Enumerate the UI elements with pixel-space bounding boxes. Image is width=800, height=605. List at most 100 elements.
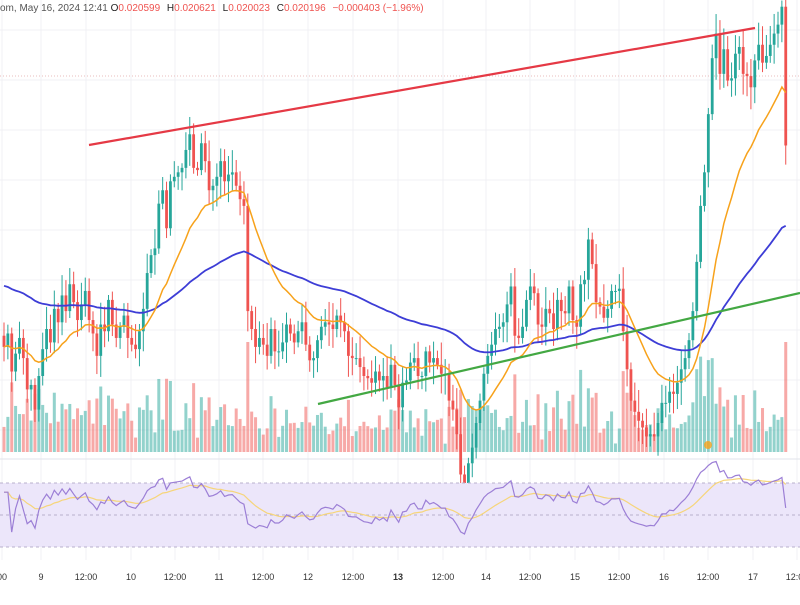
candle-body (339, 315, 343, 323)
candle-body (343, 322, 346, 332)
volume-bar (675, 428, 679, 452)
candle-body (617, 288, 621, 291)
candle-body (68, 284, 72, 312)
volume-bar (246, 342, 250, 452)
volume-bar (668, 414, 672, 452)
volume-bar (184, 403, 188, 452)
candle-body (6, 333, 10, 347)
volume-bar (281, 425, 285, 452)
volume-bar (56, 421, 60, 452)
volume-bar (327, 434, 331, 452)
candle-body (706, 114, 710, 173)
candle-body (590, 239, 594, 265)
candle-body (621, 288, 625, 332)
volume-bar (776, 419, 780, 452)
volume-bar (10, 382, 14, 452)
low-label: L (222, 3, 229, 14)
candle-body (288, 324, 292, 334)
candle-body (718, 33, 722, 74)
candle-body (80, 304, 83, 321)
volume-bar (87, 400, 91, 452)
volume-bar (114, 408, 118, 452)
volume-bar (749, 428, 753, 452)
volume-bar (118, 418, 122, 452)
x-tick-label: 12:00 (608, 572, 631, 582)
candle-body (184, 149, 188, 168)
candle-body (637, 411, 641, 421)
candle-body (648, 434, 652, 437)
candle-body (180, 167, 184, 173)
volume-bar (230, 426, 234, 452)
volume-bar (72, 419, 76, 452)
candle-body (536, 293, 540, 325)
volume-bar (513, 374, 517, 452)
candle-body (594, 264, 598, 303)
x-tick-label: 17 (748, 572, 758, 582)
volume-bar (695, 369, 699, 452)
volume-bar (412, 427, 416, 452)
volume-bar (370, 428, 374, 452)
candle-body (377, 371, 381, 381)
volume-bar (393, 410, 397, 452)
candle-body (242, 199, 246, 206)
volume-bar (733, 395, 737, 452)
candle-body (114, 324, 118, 338)
upper-trendline (88, 26, 756, 147)
candle-body (579, 284, 583, 327)
candle-body (316, 340, 319, 359)
candle-body (447, 373, 451, 401)
volume-bar (710, 358, 714, 452)
volume-bar (606, 421, 610, 452)
volume-bar (536, 394, 540, 452)
candle-body (45, 329, 48, 350)
candle-body (41, 349, 45, 376)
candle-body (281, 342, 285, 352)
candle-body (513, 286, 517, 336)
candle-body (699, 205, 702, 262)
volume-bar (14, 405, 18, 452)
candle-body (490, 344, 494, 356)
candle-body (641, 420, 644, 428)
volume-bar (122, 411, 126, 452)
candle-body (497, 326, 501, 329)
candle-body (122, 315, 126, 327)
x-axis: 00 9 12:00 10 12:00 11 12:00 12 12:00 13 12:00 14 12… (0, 572, 800, 582)
candle-body (420, 376, 424, 377)
candle-body (424, 351, 428, 376)
candle-body (37, 376, 41, 410)
candle-body (614, 290, 617, 292)
volume-bar (590, 397, 594, 452)
candle-body (559, 299, 563, 312)
candle-body (285, 324, 288, 343)
candle-body (277, 351, 281, 353)
volume-bar (629, 392, 633, 452)
volume-bar (134, 437, 138, 452)
candle-body (273, 329, 277, 352)
volume-bar (234, 408, 238, 452)
candle-body (757, 44, 761, 61)
volume-bar (559, 418, 563, 452)
volume-bar (621, 371, 625, 452)
candle-body (668, 391, 672, 403)
volume-bar (153, 432, 157, 452)
volume-bar (745, 427, 749, 452)
volume-bar (126, 403, 130, 452)
candle-body (737, 47, 741, 54)
volume-bar (702, 396, 706, 452)
volume-bar (52, 392, 56, 452)
candle-body (10, 333, 14, 372)
volume-bar (288, 423, 292, 452)
volume-bar (339, 417, 343, 452)
volume-bar (463, 417, 467, 452)
volume-bar (242, 425, 246, 452)
volume-bar (714, 403, 718, 452)
volume-bar (408, 410, 412, 452)
volume-bar (362, 421, 366, 452)
low-value: 0.020023 (228, 3, 270, 14)
x-tick-label: 13 (393, 572, 403, 582)
candle-body (734, 53, 737, 79)
candle-body (672, 391, 675, 394)
volume-bar (285, 409, 289, 452)
